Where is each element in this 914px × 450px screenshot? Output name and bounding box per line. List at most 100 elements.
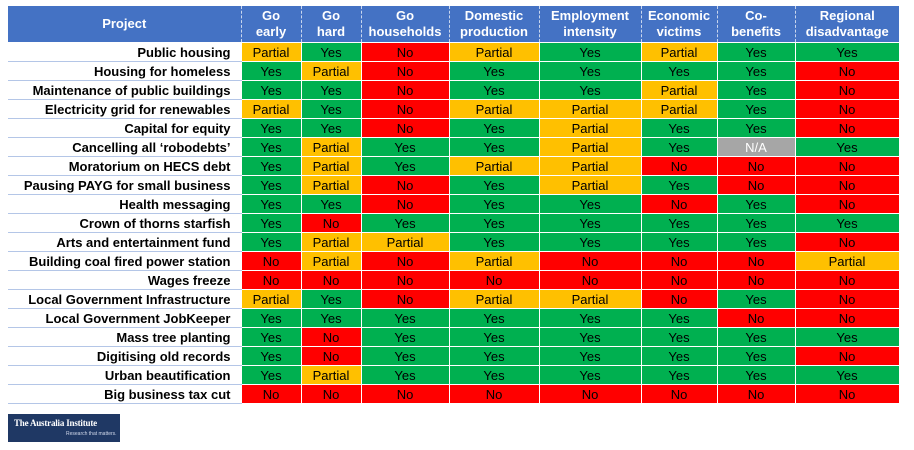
project-name: Cancelling all ‘robodebts’ bbox=[8, 137, 242, 157]
rating-cell: Yes bbox=[300, 289, 362, 309]
project-name: Urban beautification bbox=[8, 365, 242, 385]
rating-cell: No bbox=[716, 270, 796, 290]
table-row: Local Government Infrastructure Partial Ye… bbox=[8, 289, 900, 309]
table-row: Digitising old records Yes No Yes Yes Yes Yes Y… bbox=[8, 346, 900, 366]
rating-cell: Yes bbox=[240, 346, 302, 366]
project-name: Pausing PAYG for small business bbox=[8, 175, 242, 195]
rating-cell: Yes bbox=[538, 308, 642, 328]
rating-cell: Yes bbox=[240, 194, 302, 214]
rating-cell: Partial bbox=[448, 289, 540, 309]
table-row: Maintenance of public buildings Yes Yes No Y… bbox=[8, 80, 900, 100]
rating-cell: Yes bbox=[716, 365, 796, 385]
column-header-text: households bbox=[368, 24, 442, 39]
rating-cell: No bbox=[716, 251, 796, 271]
table-row: Arts and entertainment fund Yes Partial Par… bbox=[8, 232, 900, 252]
rating-cell: Partial bbox=[640, 99, 718, 119]
table-row: Mass tree planting Yes No Yes Yes Yes Yes Yes Ye… bbox=[8, 327, 900, 347]
column-header-text: Co- bbox=[745, 8, 767, 23]
column-header-text: Go bbox=[395, 8, 415, 23]
rating-cell: No bbox=[300, 327, 362, 347]
rating-cell: Yes bbox=[448, 232, 540, 252]
rating-cell: No bbox=[794, 308, 900, 328]
rating-cell: Yes bbox=[716, 118, 796, 138]
rating-cell: Yes bbox=[360, 365, 450, 385]
project-name: Wages freeze bbox=[8, 270, 242, 290]
rating-cell: Yes bbox=[716, 194, 796, 214]
rating-cell: Yes bbox=[640, 365, 718, 385]
column-header-text: hard bbox=[316, 24, 346, 39]
rating-cell: No bbox=[360, 384, 450, 404]
rating-cell: Yes bbox=[794, 327, 900, 347]
rating-cell: Yes bbox=[794, 137, 900, 157]
rating-cell: No bbox=[360, 175, 450, 195]
rating-cell: Yes bbox=[538, 232, 642, 252]
table-row: Crown of thorns starfish Yes No Yes Yes Yes Ye… bbox=[8, 213, 900, 233]
rating-cell: Yes bbox=[240, 213, 302, 233]
rating-cell: Yes bbox=[538, 194, 642, 214]
rating-cell: Yes bbox=[716, 327, 796, 347]
column-header-text: production bbox=[460, 24, 528, 39]
column-header: Domestic production bbox=[448, 6, 539, 43]
rating-cell: Partial bbox=[300, 156, 362, 176]
rating-cell: No bbox=[794, 194, 900, 214]
rating-cell: Yes bbox=[448, 327, 540, 347]
table-row: Health messaging Yes Yes No Yes Yes No Yes No bbox=[8, 194, 900, 214]
rating-cell: Yes bbox=[640, 346, 718, 366]
project-name: Mass tree planting bbox=[8, 327, 242, 347]
rating-cell: Yes bbox=[716, 61, 796, 81]
column-header: Economic victims bbox=[640, 6, 717, 43]
rating-cell: Partial bbox=[538, 156, 642, 176]
column-header-text: intensity bbox=[563, 24, 617, 39]
rating-cell: Yes bbox=[640, 118, 718, 138]
rating-cell: No bbox=[794, 156, 900, 176]
rating-cell: Partial bbox=[538, 175, 642, 195]
column-header-text: disadvantage bbox=[805, 24, 889, 39]
rating-cell: Yes bbox=[240, 118, 302, 138]
table-body: Public housing Partial Yes No Partial Yes Part… bbox=[8, 42, 900, 404]
rating-cell: Yes bbox=[240, 61, 302, 81]
rating-cell: No bbox=[640, 384, 718, 404]
rating-cell: Yes bbox=[448, 118, 540, 138]
table-row: Cancelling all ‘robodebts’ Yes Partial Yes Y… bbox=[8, 137, 900, 157]
rating-cell: Yes bbox=[538, 346, 642, 366]
rating-cell: No bbox=[640, 194, 718, 214]
rating-cell: Yes bbox=[640, 61, 718, 81]
rating-cell: Yes bbox=[794, 213, 900, 233]
rating-cell: Yes bbox=[716, 213, 796, 233]
rating-cell: Yes bbox=[240, 156, 302, 176]
table-row: Electricity grid for renewables Partial Ye… bbox=[8, 99, 900, 119]
rating-cell: No bbox=[716, 308, 796, 328]
rating-cell: No bbox=[538, 384, 642, 404]
rating-cell: No bbox=[794, 61, 900, 81]
rating-cell: Yes bbox=[240, 232, 302, 252]
rating-cell: Partial bbox=[538, 289, 642, 309]
rating-cell: Yes bbox=[640, 137, 718, 157]
rating-cell: No bbox=[360, 289, 450, 309]
rating-cell: Partial bbox=[448, 99, 540, 119]
rating-cell: Yes bbox=[448, 308, 540, 328]
rating-cell: Partial bbox=[538, 118, 642, 138]
rating-cell: Partial bbox=[300, 232, 362, 252]
project-name: Digitising old records bbox=[8, 346, 242, 366]
column-header-text: Regional bbox=[819, 8, 875, 23]
column-header: Go hard bbox=[300, 6, 361, 43]
rating-cell: Yes bbox=[300, 308, 362, 328]
rating-cell: Yes bbox=[360, 346, 450, 366]
rating-cell: Yes bbox=[716, 42, 796, 62]
rating-cell: Partial bbox=[640, 80, 718, 100]
rating-cell: Yes bbox=[448, 175, 540, 195]
rating-cell: Yes bbox=[640, 232, 718, 252]
project-name: Maintenance of public buildings bbox=[8, 80, 242, 100]
column-header: Co-benefits bbox=[716, 6, 795, 43]
rating-cell: Partial bbox=[240, 289, 302, 309]
rating-cell: No bbox=[448, 384, 540, 404]
rating-cell: Yes bbox=[538, 61, 642, 81]
australia-institute-logo: The Australia Institute Research that ma… bbox=[8, 414, 120, 442]
rating-cell: Partial bbox=[538, 137, 642, 157]
rating-cell: No bbox=[794, 99, 900, 119]
rating-cell: Yes bbox=[794, 365, 900, 385]
table-row: Local Government JobKeeper Yes Yes Yes Yes Ye… bbox=[8, 308, 900, 328]
column-header: Go early bbox=[240, 6, 301, 43]
rating-cell: Yes bbox=[240, 80, 302, 100]
rating-cell: Yes bbox=[794, 42, 900, 62]
